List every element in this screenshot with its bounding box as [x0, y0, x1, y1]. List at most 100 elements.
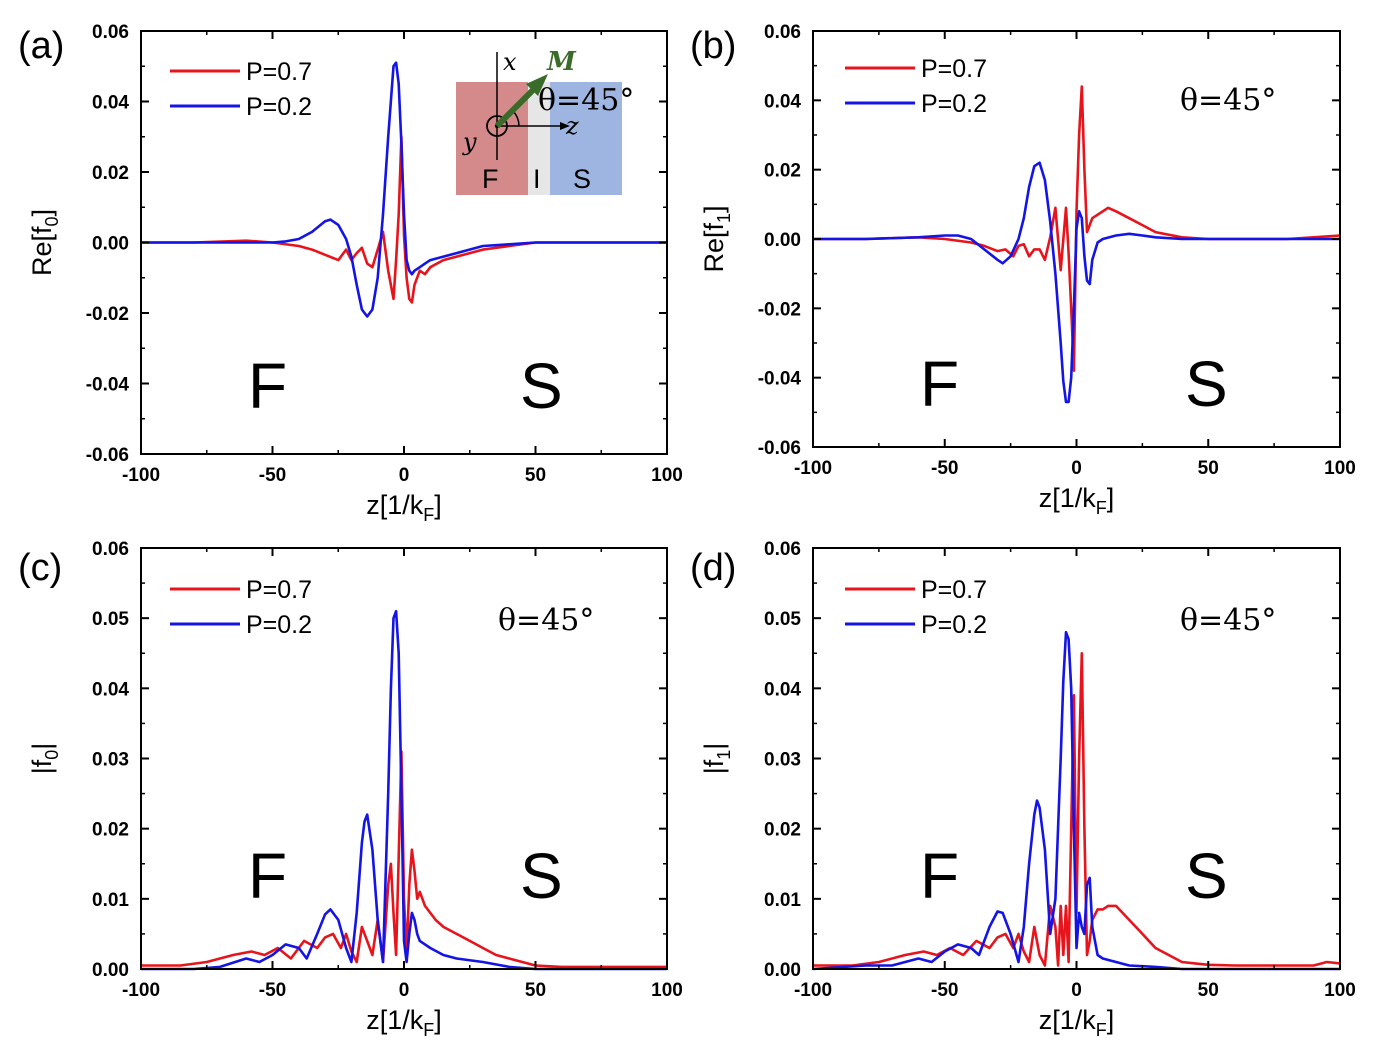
- inset-m-label: M: [546, 47, 577, 77]
- x-tick-label: 0: [399, 465, 410, 486]
- region-label-s: S: [1185, 348, 1228, 420]
- panel-label: (a): [18, 25, 64, 67]
- x-tick-label: 0: [1071, 980, 1082, 1001]
- y-tick-label: 0.05: [92, 609, 129, 630]
- y-axis-label: |f0|: [27, 743, 62, 775]
- y-tick-label: 0.01: [764, 890, 801, 911]
- series-line-p07: [813, 85, 1341, 372]
- y-tick-label: 0.04: [92, 93, 129, 114]
- legend-label-p02: P=0.2: [246, 93, 312, 121]
- series-line-p02: [813, 161, 1340, 404]
- y-tick-label: -0.04: [86, 375, 130, 396]
- x-tick-label: 100: [1324, 980, 1356, 1001]
- series-line-p07: [141, 135, 667, 304]
- legend: P=0.7 P=0.2: [170, 58, 312, 121]
- x-tick-label: 100: [651, 465, 683, 486]
- x-tick-label: -100: [794, 980, 832, 1001]
- x-tick-label: 100: [651, 980, 683, 1001]
- y-tick-label: -0.02: [86, 304, 129, 325]
- legend-label-p02: P=0.2: [246, 611, 312, 639]
- x-tick-label: 50: [525, 980, 546, 1001]
- panel-b: (b) F S θ=45° P=0.7 P=0.2 -100 -50 0 50 100 -…: [690, 22, 1356, 518]
- y-tick-label: 0.02: [764, 161, 801, 182]
- panel-label: (d): [690, 547, 736, 589]
- x-tick-label: 100: [1324, 458, 1356, 479]
- y-tick-label: 0.06: [92, 539, 129, 560]
- inset-z-arrowhead: [560, 122, 570, 130]
- x-axis-label: z[1/kF]: [1039, 483, 1115, 518]
- y-tick-label: 0.00: [92, 234, 129, 255]
- theta-label: θ=45°: [1180, 83, 1276, 118]
- legend: P=0.7 P=0.2: [170, 576, 312, 639]
- legend-label-p07: P=0.7: [246, 576, 312, 604]
- inset-layer-i: [528, 82, 550, 195]
- y-tick-label: 0.03: [92, 750, 129, 771]
- y-tick-label: 0.02: [92, 820, 129, 841]
- y-tick-label: 0.01: [92, 890, 129, 911]
- panel-label: (b): [690, 25, 736, 67]
- x-tick-label: -100: [122, 980, 160, 1001]
- x-tick-label: -50: [259, 980, 286, 1001]
- panel-d: (d) F S θ=45° P=0.7 P=0.2 -100 -50 0 50 100 0…: [690, 539, 1356, 1040]
- x-axis-label: z[1/kF]: [1039, 1005, 1115, 1040]
- x-tick-label: 50: [1198, 458, 1219, 479]
- y-tick-label: 0.04: [92, 679, 129, 700]
- inset-m-arrowhead: [526, 74, 548, 96]
- y-axis-label: Re[f0]: [27, 209, 62, 276]
- region-label-s: S: [1185, 840, 1228, 912]
- legend-label-p02: P=0.2: [921, 90, 987, 118]
- y-tick-label: 0.00: [764, 230, 801, 251]
- region-label-s: S: [520, 840, 563, 912]
- y-tick-label: 0.02: [92, 163, 129, 184]
- y-axis-label: |f1|: [699, 743, 734, 775]
- inset-layer-s: [550, 82, 622, 195]
- inset-schematic: F I S x y z M θ=45°: [456, 47, 634, 195]
- region-label-s: S: [520, 350, 563, 422]
- theta-label: θ=45°: [498, 603, 594, 638]
- inset-x-label: x: [503, 48, 517, 76]
- x-axis-label: z[1/kF]: [366, 1005, 442, 1040]
- y-tick-label: 0.06: [764, 539, 801, 560]
- series-line-p02: [812, 630, 1340, 971]
- panel-a: (a) F S P=0.7 P=0.2 F I S x y z: [18, 22, 683, 525]
- y-tick-label: -0.02: [758, 299, 801, 320]
- panel-label: (c): [18, 547, 62, 589]
- inset-layer-f: [456, 82, 528, 195]
- y-tick-label: 0.03: [764, 750, 801, 771]
- legend-label-p02: P=0.2: [921, 611, 987, 639]
- legend-label-p07: P=0.7: [921, 55, 987, 83]
- inset-label-s: S: [573, 164, 591, 194]
- y-tick-label: 0.04: [764, 91, 801, 112]
- inset-y-axis-circle: [486, 115, 508, 137]
- legend: P=0.7 P=0.2: [845, 576, 987, 639]
- x-tick-label: 50: [525, 465, 546, 486]
- x-axis-label: z[1/kF]: [366, 490, 442, 525]
- inset-label-i: I: [533, 164, 541, 194]
- y-tick-label: 0.02: [764, 820, 801, 841]
- y-tick-label: -0.06: [758, 438, 801, 459]
- region-label-f: F: [248, 350, 287, 422]
- y-tick-label: 0.00: [764, 960, 801, 981]
- x-tick-label: -50: [931, 458, 958, 479]
- series-line-p02: [141, 61, 667, 318]
- region-label-f: F: [920, 840, 959, 912]
- inset-label-f: F: [482, 164, 499, 194]
- y-axis-label: Re[f1]: [699, 205, 734, 272]
- region-label-f: F: [920, 348, 959, 420]
- y-tick-label: -0.06: [86, 445, 129, 466]
- y-tick-label: 0.04: [764, 679, 801, 700]
- y-tick-label: 0.06: [92, 22, 129, 43]
- series-line-p02: [141, 609, 667, 971]
- y-tick-label: 0.06: [764, 22, 801, 43]
- inset-m-vector: [494, 84, 539, 129]
- x-tick-label: -100: [122, 465, 160, 486]
- y-tick-label: 0.05: [764, 609, 801, 630]
- x-tick-label: 50: [1198, 980, 1219, 1001]
- x-tick-label: -50: [931, 980, 958, 1001]
- theta-label: θ=45°: [1180, 603, 1276, 638]
- inset-y-label: y: [462, 128, 477, 156]
- x-tick-label: 0: [1071, 458, 1082, 479]
- y-tick-label: -0.04: [758, 369, 802, 390]
- x-tick-label: 0: [399, 980, 410, 1001]
- legend-label-p07: P=0.7: [921, 576, 987, 604]
